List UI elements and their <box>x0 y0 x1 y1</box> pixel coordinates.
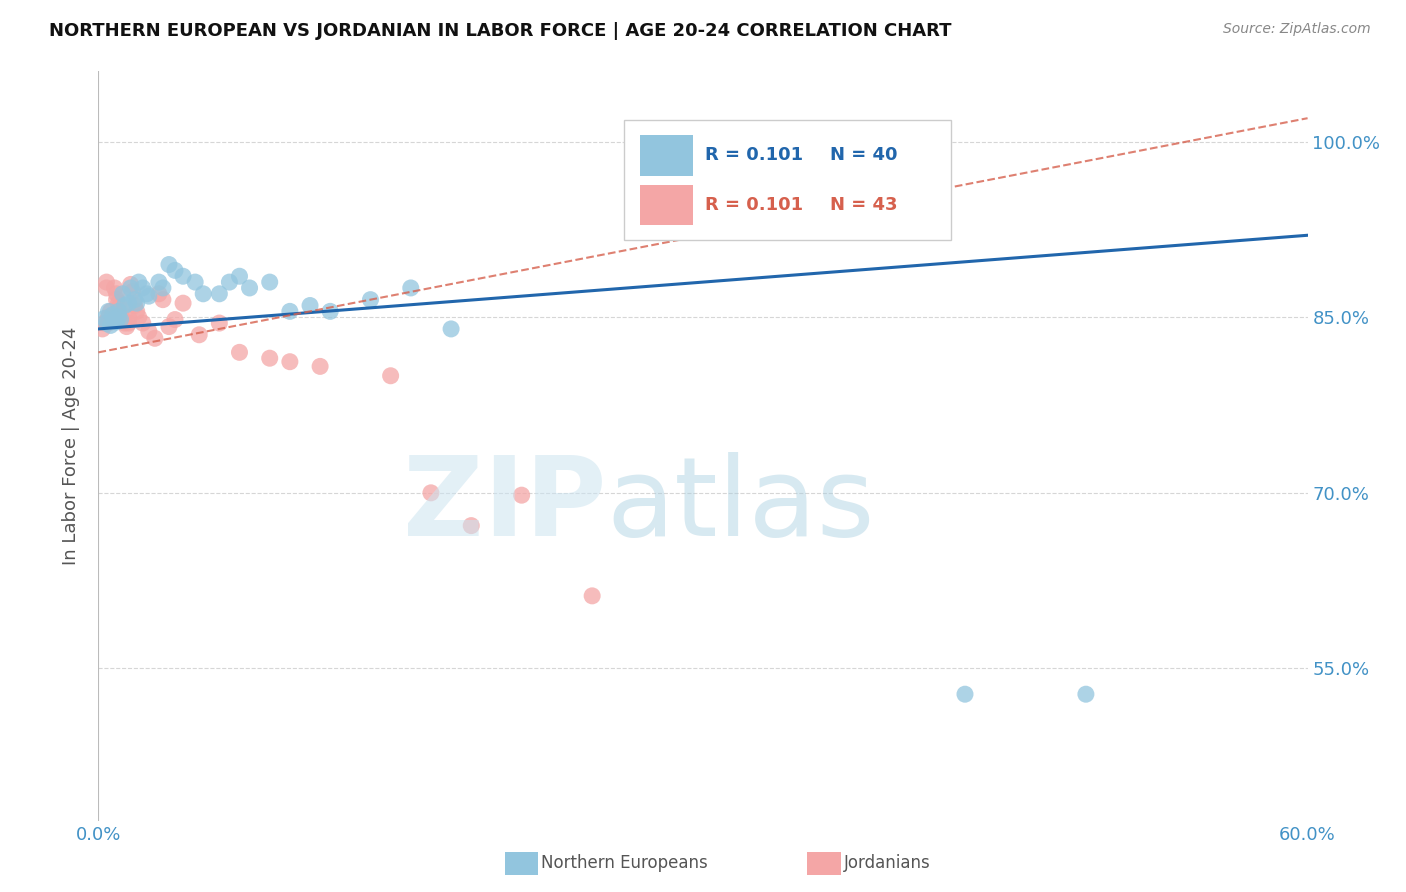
FancyBboxPatch shape <box>640 135 693 176</box>
Text: N = 43: N = 43 <box>830 195 897 214</box>
Point <box>228 269 250 284</box>
Point <box>93 311 115 326</box>
Point <box>118 296 141 310</box>
Point <box>115 319 138 334</box>
Point <box>105 286 128 301</box>
Point <box>100 304 122 318</box>
Point <box>120 277 142 292</box>
Point <box>96 316 118 330</box>
Point <box>110 308 132 322</box>
Point <box>399 281 422 295</box>
Point <box>97 316 120 330</box>
Point <box>208 286 231 301</box>
Point <box>157 319 180 334</box>
Point <box>114 316 136 330</box>
Point <box>107 310 129 325</box>
Point <box>380 368 402 383</box>
Point <box>91 322 114 336</box>
Point <box>360 293 382 307</box>
Point <box>107 296 129 310</box>
Point <box>1074 687 1097 701</box>
Point <box>138 289 160 303</box>
Point <box>157 258 180 272</box>
Point <box>128 275 150 289</box>
Point <box>148 286 170 301</box>
Point <box>132 281 155 295</box>
Point <box>118 310 141 325</box>
Point <box>96 281 118 295</box>
Point <box>100 318 122 333</box>
Text: N = 40: N = 40 <box>830 146 897 164</box>
Point <box>138 324 160 338</box>
Point <box>581 589 603 603</box>
Y-axis label: In Labor Force | Age 20-24: In Labor Force | Age 20-24 <box>62 326 80 566</box>
Point <box>143 331 166 345</box>
Point <box>152 293 174 307</box>
Point <box>184 275 207 289</box>
Text: Northern Europeans: Northern Europeans <box>541 855 709 872</box>
Point <box>278 304 301 318</box>
Point <box>278 355 301 369</box>
Point <box>105 315 128 329</box>
Point <box>148 275 170 289</box>
Point <box>107 301 129 315</box>
Point <box>299 299 322 313</box>
Text: R = 0.101: R = 0.101 <box>706 146 804 164</box>
Point <box>163 312 186 326</box>
Point <box>97 310 120 325</box>
Point <box>460 518 482 533</box>
Point <box>193 286 215 301</box>
Point <box>239 281 262 295</box>
Point <box>510 488 533 502</box>
Point <box>105 293 128 307</box>
Point <box>135 286 157 301</box>
Text: Source: ZipAtlas.com: Source: ZipAtlas.com <box>1223 22 1371 37</box>
Point <box>121 285 143 299</box>
Point <box>163 263 186 277</box>
Point <box>309 359 332 374</box>
Text: NORTHERN EUROPEAN VS JORDANIAN IN LABOR FORCE | AGE 20-24 CORRELATION CHART: NORTHERN EUROPEAN VS JORDANIAN IN LABOR … <box>49 22 952 40</box>
Text: ZIP: ZIP <box>404 452 606 559</box>
Point <box>110 312 132 326</box>
Point <box>440 322 463 336</box>
Point <box>218 275 240 289</box>
Point <box>125 296 148 310</box>
Point <box>172 296 194 310</box>
Point <box>152 281 174 295</box>
Point <box>259 351 281 366</box>
Point <box>120 281 142 295</box>
Point <box>93 316 115 330</box>
Point <box>103 281 125 295</box>
Point <box>111 312 134 326</box>
Point <box>97 304 120 318</box>
Point <box>319 304 342 318</box>
Point <box>96 275 118 289</box>
Point <box>228 345 250 359</box>
Point <box>107 304 129 318</box>
Text: R = 0.101: R = 0.101 <box>706 195 804 214</box>
Point <box>103 312 125 326</box>
Point <box>172 269 194 284</box>
Point <box>259 275 281 289</box>
Point <box>188 327 211 342</box>
Point <box>101 308 124 322</box>
Point <box>132 316 155 330</box>
Point <box>118 316 141 330</box>
Point <box>420 486 443 500</box>
Point <box>128 310 150 325</box>
Point <box>111 286 134 301</box>
Point <box>114 299 136 313</box>
Text: Jordanians: Jordanians <box>844 855 931 872</box>
Point <box>124 299 146 313</box>
Point <box>953 687 976 701</box>
Point <box>124 293 146 307</box>
Text: atlas: atlas <box>606 452 875 559</box>
Point <box>208 316 231 330</box>
FancyBboxPatch shape <box>640 185 693 225</box>
Point <box>101 312 124 326</box>
FancyBboxPatch shape <box>624 120 950 240</box>
Point <box>125 304 148 318</box>
